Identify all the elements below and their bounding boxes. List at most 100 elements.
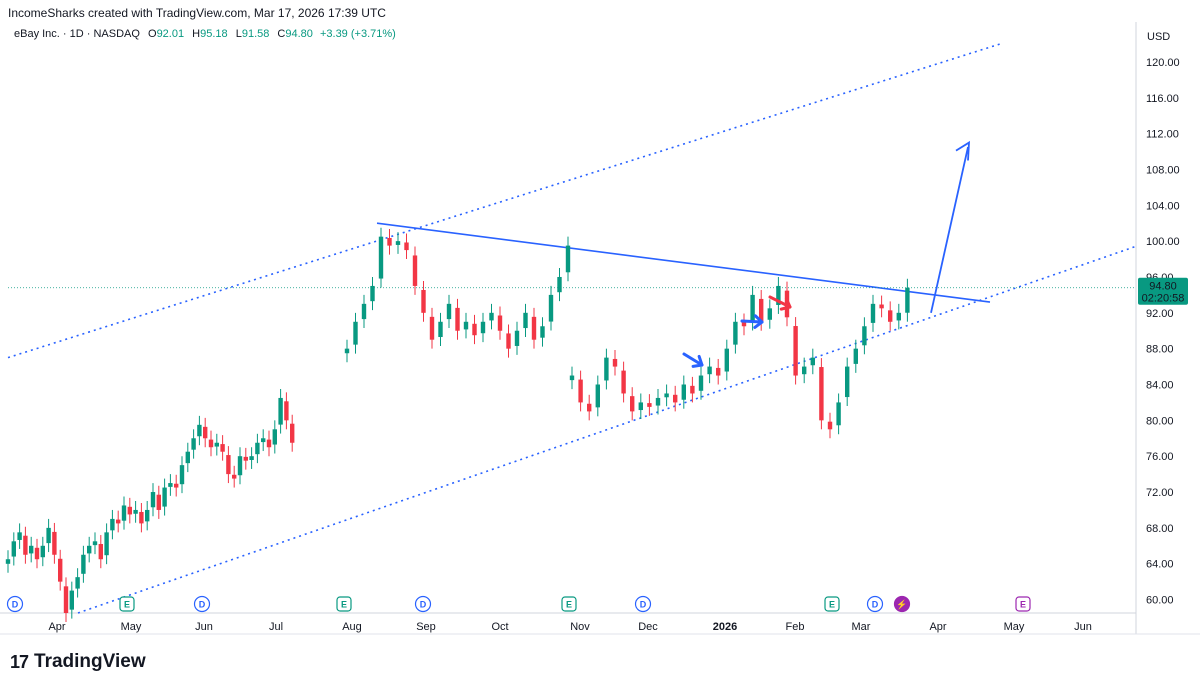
candle-body[interactable] xyxy=(776,285,781,305)
candle-body[interactable] xyxy=(655,397,661,406)
candle-body[interactable] xyxy=(214,442,219,447)
candle-body[interactable] xyxy=(92,541,98,546)
earnings-marker[interactable] xyxy=(119,596,135,612)
candle-body[interactable] xyxy=(11,541,16,557)
candle-body[interactable] xyxy=(344,348,350,354)
candle-body[interactable] xyxy=(578,379,583,403)
candle-body[interactable] xyxy=(40,545,45,558)
candle-body[interactable] xyxy=(836,402,841,426)
candle-body[interactable] xyxy=(595,384,600,408)
candle-body[interactable] xyxy=(455,307,460,331)
candle-body[interactable] xyxy=(162,487,167,507)
candle-body[interactable] xyxy=(278,397,283,425)
candle-body[interactable] xyxy=(896,312,901,321)
candle-body[interactable] xyxy=(203,426,208,439)
candle-body[interactable] xyxy=(523,312,528,329)
candle-body[interactable] xyxy=(353,321,358,345)
candle-body[interactable] xyxy=(853,348,858,364)
candle-body[interactable] xyxy=(690,385,695,394)
candle-body[interactable] xyxy=(52,531,57,555)
candle-body[interactable] xyxy=(121,505,127,521)
candle-body[interactable] xyxy=(98,544,103,560)
earnings-marker[interactable] xyxy=(336,596,352,612)
candle-body[interactable] xyxy=(220,444,225,452)
candle-body[interactable] xyxy=(226,455,231,475)
candle-body[interactable] xyxy=(724,348,729,372)
candle-body[interactable] xyxy=(81,554,86,574)
dividend-marker[interactable] xyxy=(193,595,211,613)
candle-body[interactable] xyxy=(463,321,469,330)
candle-body[interactable] xyxy=(23,535,28,555)
candle-body[interactable] xyxy=(387,237,392,246)
candle-body[interactable] xyxy=(185,451,190,464)
candle-body[interactable] xyxy=(630,396,635,412)
candle-body[interactable] xyxy=(548,294,554,322)
candle-body[interactable] xyxy=(741,322,747,327)
candle-body[interactable] xyxy=(168,483,173,487)
candle-body[interactable] xyxy=(638,402,643,411)
candle-body[interactable] xyxy=(750,294,755,322)
candle-body[interactable] xyxy=(17,532,22,540)
candle-body[interactable] xyxy=(179,465,185,485)
candle-body[interactable] xyxy=(290,423,295,443)
candle-body[interactable] xyxy=(862,326,867,346)
candle-body[interactable] xyxy=(370,285,375,302)
candle-body[interactable] xyxy=(673,394,678,403)
candle-body[interactable] xyxy=(514,330,520,346)
candle-body[interactable] xyxy=(446,303,452,320)
candle-body[interactable] xyxy=(243,456,248,461)
candle-body[interactable] xyxy=(612,358,618,367)
candle-body[interactable] xyxy=(438,321,443,338)
candle-body[interactable] xyxy=(208,439,214,448)
candle-body[interactable] xyxy=(733,321,738,345)
candle-body[interactable] xyxy=(604,357,609,381)
candle-body[interactable] xyxy=(647,403,652,407)
candle-body[interactable] xyxy=(75,577,80,589)
candle-body[interactable] xyxy=(104,532,109,556)
candle-body[interactable] xyxy=(404,242,409,251)
candle-body[interactable] xyxy=(261,438,266,443)
earnings-marker[interactable] xyxy=(1015,596,1031,612)
candle-body[interactable] xyxy=(802,366,807,375)
candle-body[interactable] xyxy=(116,519,121,524)
candle-body[interactable] xyxy=(69,590,74,610)
candle-body[interactable] xyxy=(540,326,545,338)
candle-body[interactable] xyxy=(429,316,435,340)
candle-body[interactable] xyxy=(249,456,254,460)
candle-body[interactable] xyxy=(716,367,721,376)
candle-body[interactable] xyxy=(237,456,243,476)
earnings-marker[interactable] xyxy=(561,596,577,612)
candle-body[interactable] xyxy=(63,586,69,613)
candle-body[interactable] xyxy=(480,321,486,334)
candle-body[interactable] xyxy=(174,483,179,488)
candle-body[interactable] xyxy=(272,429,277,445)
candle-body[interactable] xyxy=(621,370,626,394)
candle-body[interactable] xyxy=(361,303,367,320)
candle-body[interactable] xyxy=(531,316,537,340)
candle-body[interactable] xyxy=(698,375,704,391)
earnings-marker[interactable] xyxy=(824,596,840,612)
candle-body[interactable] xyxy=(197,424,202,437)
dividend-marker[interactable] xyxy=(6,595,24,613)
candle-body[interactable] xyxy=(587,403,592,412)
candle-body[interactable] xyxy=(284,401,289,421)
candle-body[interactable] xyxy=(156,494,161,510)
candle-body[interactable] xyxy=(819,367,824,421)
candle-body[interactable] xyxy=(34,547,40,560)
dividend-marker[interactable] xyxy=(866,595,884,613)
candle-body[interactable] xyxy=(46,527,51,544)
candle-body[interactable] xyxy=(506,333,511,349)
dividend-marker[interactable] xyxy=(414,595,432,613)
candle-body[interactable] xyxy=(870,303,876,323)
candle-body[interactable] xyxy=(255,442,260,455)
candle-body[interactable] xyxy=(421,289,426,313)
candle-body[interactable] xyxy=(497,315,503,331)
candle-body[interactable] xyxy=(565,245,571,273)
candle-body[interactable] xyxy=(191,438,196,450)
candle-body[interactable] xyxy=(845,366,850,398)
candle-body[interactable] xyxy=(888,310,893,322)
candle-body[interactable] xyxy=(681,384,686,400)
candle-body[interactable] xyxy=(827,421,833,430)
candle-body[interactable] xyxy=(58,558,63,582)
candle-body[interactable] xyxy=(557,276,562,293)
